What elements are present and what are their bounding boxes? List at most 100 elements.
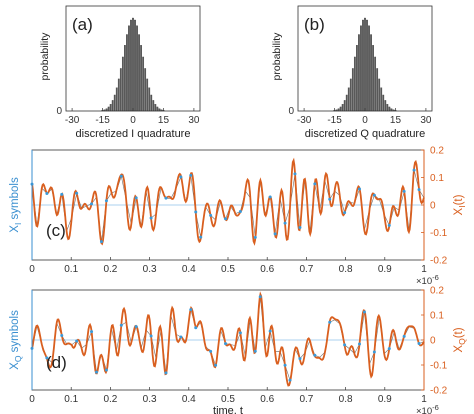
histogram-bar <box>140 45 142 112</box>
histogram-bar <box>376 68 379 112</box>
right-y-label-tail: (t) <box>453 194 465 205</box>
symbol-marker <box>268 329 272 333</box>
symbol-marker <box>283 363 287 367</box>
x-tick-label: 0.1 <box>64 394 78 405</box>
histogram-bar <box>111 100 114 112</box>
histogram-bar <box>356 45 358 112</box>
symbol-marker <box>357 342 361 346</box>
x-tick-label: -15 <box>327 115 342 126</box>
symbols-series-line <box>31 296 425 381</box>
histogram-bar <box>358 34 360 112</box>
symbol-marker <box>75 191 79 195</box>
symbol-marker <box>194 326 198 330</box>
symbol-marker <box>343 211 347 215</box>
histogram-bar <box>388 106 391 112</box>
symbol-marker <box>194 210 198 214</box>
x-tick-label: 0.5 <box>221 264 235 275</box>
symbol-marker <box>298 357 302 361</box>
symbol-marker <box>313 182 317 186</box>
symbol-marker <box>179 335 183 339</box>
histogram-bar <box>142 56 145 112</box>
x-tick-label: 0.3 <box>143 264 157 275</box>
x-tick-label: 1 <box>421 394 427 405</box>
x-tick-label: 0.6 <box>260 264 274 275</box>
x-axis-label: discretized Q quadrature <box>305 128 425 140</box>
histogram-panel-a: -30 -15 0 15 30 0 discretized I quadrature prob… <box>39 5 201 140</box>
right-y-tick-label: 0.1 <box>430 311 444 322</box>
right-y-tick-label: 0.1 <box>430 173 444 184</box>
x-exponent-base: ×10 <box>416 276 432 287</box>
x-tick-label: 30 <box>420 115 432 126</box>
x-tick-label: 0.9 <box>378 394 392 405</box>
histogram-bar <box>341 104 344 112</box>
x-tick-label: 0 <box>29 394 35 405</box>
symbol-marker <box>104 368 108 372</box>
histogram-bar <box>124 45 126 112</box>
panel-label: (d) <box>46 353 67 372</box>
symbol-marker <box>209 349 213 353</box>
histogram-bar <box>134 19 136 112</box>
histogram-bar <box>117 78 120 112</box>
symbol-marker <box>387 223 391 227</box>
right-y-tick-label: -0.1 <box>430 361 448 372</box>
symbol-marker <box>328 197 332 201</box>
left-y-label-main: X <box>9 225 21 233</box>
right-y-tick-label: -0.2 <box>430 256 448 267</box>
symbol-marker <box>164 371 168 375</box>
right-y-label-sub: I <box>457 205 467 207</box>
histogram-bar <box>119 68 122 112</box>
y-axis-label: probability <box>271 32 283 81</box>
histogram-bar <box>146 78 149 112</box>
x-exponent-power: -6 <box>432 273 439 282</box>
x-tick-label: 0.7 <box>299 394 313 405</box>
x-tick-label: 0.2 <box>103 264 117 275</box>
right-y-tick-label: 0 <box>430 336 436 347</box>
x-tick-label: 1 <box>421 264 427 275</box>
histogram-bar <box>126 34 128 112</box>
symbol-marker <box>75 339 79 343</box>
histogram-bar <box>349 78 352 112</box>
histogram-bar <box>138 34 140 112</box>
x-tick-label: 0.6 <box>260 394 274 405</box>
histogram-bar <box>351 68 354 112</box>
panel-label: (a) <box>72 15 93 34</box>
symbol-marker <box>328 320 332 324</box>
x-tick-label: 30 <box>188 115 200 126</box>
x-tick-label: 0.8 <box>339 264 353 275</box>
right-y-tick-label: 0.2 <box>430 286 444 297</box>
histogram-bar <box>109 104 112 112</box>
symbol-marker <box>90 330 94 334</box>
histogram-bar <box>382 94 385 112</box>
x-tick-label: 0.7 <box>299 264 313 275</box>
symbol-marker <box>298 225 302 229</box>
symbol-marker <box>45 356 49 360</box>
waveform-series-line <box>31 157 425 246</box>
symbol-marker <box>189 308 193 312</box>
symbol-marker <box>273 232 277 236</box>
histogram-bar <box>372 45 374 112</box>
histogram-bar <box>339 106 342 112</box>
histogram-bar <box>136 25 138 112</box>
symbol-marker <box>179 175 183 179</box>
left-y-label-sub: Q <box>13 355 23 362</box>
histogram-bar <box>384 100 387 112</box>
symbol-marker <box>224 217 228 221</box>
symbol-marker <box>293 172 297 176</box>
histogram-bar <box>364 17 366 112</box>
right-y-label-main: X <box>453 345 465 353</box>
symbol-marker <box>149 216 153 220</box>
histogram-bar <box>154 104 157 112</box>
symbol-marker <box>387 347 391 351</box>
left-y-label-main: X <box>9 362 21 370</box>
symbol-marker <box>99 240 103 244</box>
histogram-bar <box>378 78 381 112</box>
symbol-marker <box>313 353 317 357</box>
histogram-bar <box>362 19 364 112</box>
symbol-marker <box>119 323 123 327</box>
histogram-bar <box>148 87 151 112</box>
symbol-marker <box>283 221 287 225</box>
right-y-tick-label: -0.1 <box>430 228 448 239</box>
symbol-marker <box>134 325 138 329</box>
histogram-bar <box>144 68 147 112</box>
symbol-marker <box>417 342 421 346</box>
